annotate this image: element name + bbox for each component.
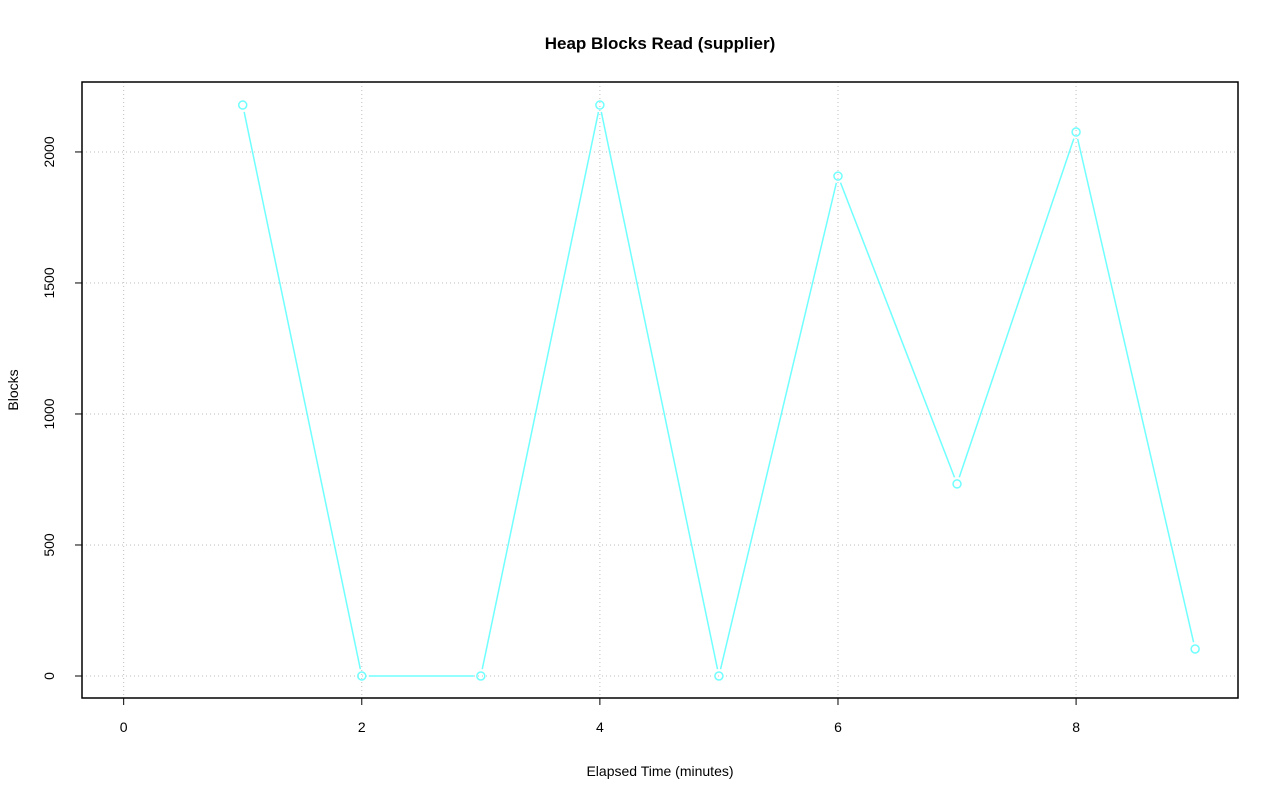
- series-line-segment: [958, 138, 1075, 478]
- y-tick-label: 2000: [41, 136, 57, 167]
- data-point: [476, 671, 486, 681]
- data-point: [237, 100, 248, 110]
- series-line-segment: [481, 111, 600, 670]
- data-point: [1190, 644, 1200, 654]
- x-tick-label: 6: [834, 719, 842, 735]
- axis-ticks: 0 2 4 6 8 0 500 1000 1500 2000: [41, 136, 1080, 735]
- grid: [82, 82, 1238, 698]
- data-point: [714, 671, 724, 681]
- series-line-segment: [1076, 138, 1195, 643]
- y-axis-label: Blocks: [5, 369, 21, 410]
- data-point: [1071, 127, 1081, 137]
- plot-frame: [81, 81, 1239, 699]
- y-tick-label: 1500: [41, 267, 57, 298]
- data-point: [357, 671, 367, 681]
- x-tick-label: 2: [358, 719, 366, 735]
- x-tick-label: 0: [120, 719, 128, 735]
- y-tick-label: 1000: [41, 398, 57, 429]
- x-tick-label: 4: [596, 719, 604, 735]
- data-point: [833, 171, 843, 181]
- x-axis-label: Elapsed Time (minutes): [586, 763, 733, 779]
- y-tick-label: 500: [41, 533, 57, 557]
- series-line-segment: [600, 111, 719, 670]
- series-line-segment: [719, 182, 838, 670]
- y-tick-label: 0: [41, 672, 57, 680]
- series: [237, 100, 1200, 681]
- data-point: [595, 100, 605, 110]
- x-tick-label: 8: [1072, 719, 1080, 735]
- chart-title: Heap Blocks Read (supplier): [545, 34, 776, 53]
- series-line-segment: [243, 111, 362, 670]
- series-line-segment: [839, 182, 956, 478]
- data-point: [952, 479, 962, 489]
